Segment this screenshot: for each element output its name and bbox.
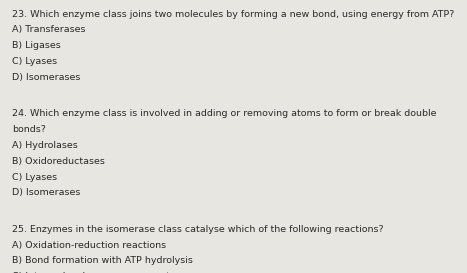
Text: B) Bond formation with ATP hydrolysis: B) Bond formation with ATP hydrolysis [12,256,192,265]
Text: B) Oxidoreductases: B) Oxidoreductases [12,157,105,166]
Text: 24. Which enzyme class is involved in adding or removing atoms to form or break : 24. Which enzyme class is involved in ad… [12,109,436,118]
Text: D) Isomerases: D) Isomerases [12,188,80,197]
Text: B) Ligases: B) Ligases [12,41,60,50]
Text: bonds?: bonds? [12,125,46,134]
Text: C) Lyases: C) Lyases [12,57,57,66]
Text: D) Isomerases: D) Isomerases [12,73,80,82]
Text: C) Lyases: C) Lyases [12,173,57,182]
Text: A) Hydrolases: A) Hydrolases [12,141,78,150]
Text: 23. Which enzyme class joins two molecules by forming a new bond, using energy f: 23. Which enzyme class joins two molecul… [12,10,454,19]
Text: 25. Enzymes in the isomerase class catalyse which of the following reactions?: 25. Enzymes in the isomerase class catal… [12,225,383,234]
Text: C) Intramolecular rearrangements: C) Intramolecular rearrangements [12,272,175,273]
Text: A) Oxidation-reduction reactions: A) Oxidation-reduction reactions [12,241,166,250]
Text: A) Transferases: A) Transferases [12,25,85,34]
